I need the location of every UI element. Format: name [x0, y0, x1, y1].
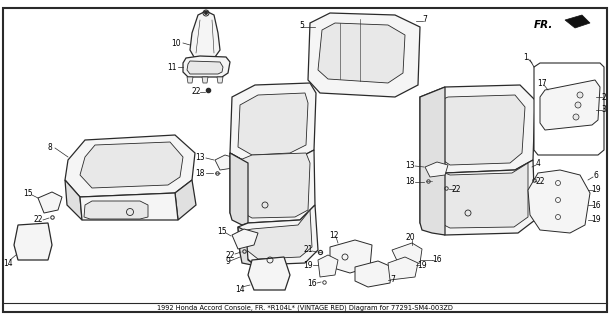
Polygon shape [232, 229, 258, 249]
Polygon shape [420, 87, 445, 235]
Polygon shape [388, 257, 418, 280]
Text: 15: 15 [217, 227, 227, 236]
Polygon shape [330, 240, 372, 273]
Text: 22: 22 [225, 251, 235, 260]
Text: 18: 18 [195, 169, 205, 178]
Text: 22: 22 [192, 87, 201, 97]
Polygon shape [183, 56, 230, 77]
Polygon shape [230, 153, 248, 225]
Polygon shape [65, 180, 82, 220]
Text: 19: 19 [591, 186, 601, 195]
Polygon shape [175, 180, 196, 220]
Text: 10: 10 [171, 38, 181, 47]
Polygon shape [248, 257, 290, 290]
Text: 19: 19 [591, 215, 601, 225]
Polygon shape [230, 83, 316, 163]
Text: 7: 7 [390, 276, 395, 284]
Polygon shape [202, 77, 208, 83]
Text: 1992 Honda Accord Console, FR. *R104L* (VINTAGE RED) Diagram for 77291-SM4-003ZD: 1992 Honda Accord Console, FR. *R104L* (… [157, 305, 453, 311]
Polygon shape [230, 150, 315, 223]
Polygon shape [238, 227, 255, 265]
Circle shape [577, 92, 583, 98]
Polygon shape [565, 15, 590, 28]
Polygon shape [38, 192, 62, 213]
Circle shape [205, 12, 207, 14]
Text: FR.: FR. [534, 20, 553, 30]
Text: 13: 13 [195, 153, 205, 162]
Text: 16: 16 [432, 255, 442, 265]
Polygon shape [238, 205, 318, 265]
Text: 22: 22 [535, 178, 545, 187]
Polygon shape [80, 142, 183, 188]
Text: 5: 5 [300, 20, 304, 29]
Text: 1: 1 [523, 52, 528, 61]
Polygon shape [534, 63, 604, 155]
Text: 20: 20 [405, 233, 415, 242]
Polygon shape [190, 11, 220, 57]
Polygon shape [420, 160, 535, 235]
Text: 13: 13 [405, 161, 415, 170]
Text: 4: 4 [536, 158, 540, 167]
Text: 22: 22 [451, 186, 461, 195]
Text: 12: 12 [329, 230, 339, 239]
Polygon shape [425, 162, 448, 177]
Polygon shape [318, 23, 405, 83]
Text: 15: 15 [23, 188, 33, 197]
Polygon shape [80, 193, 178, 220]
Polygon shape [528, 170, 590, 233]
Text: 6: 6 [594, 171, 598, 180]
Polygon shape [187, 77, 193, 83]
Polygon shape [215, 155, 235, 170]
Text: 18: 18 [405, 178, 415, 187]
Polygon shape [65, 135, 195, 197]
Polygon shape [238, 153, 310, 218]
Polygon shape [355, 261, 392, 287]
Text: 16: 16 [591, 201, 601, 210]
Text: 7: 7 [423, 15, 428, 25]
Text: 14: 14 [3, 259, 13, 268]
Text: 9: 9 [226, 257, 231, 266]
Polygon shape [242, 210, 312, 259]
Text: 16: 16 [307, 278, 317, 287]
Circle shape [575, 102, 581, 108]
Text: 21: 21 [303, 245, 313, 254]
Text: 17: 17 [537, 78, 547, 87]
Polygon shape [187, 61, 223, 74]
Polygon shape [392, 243, 422, 267]
Polygon shape [217, 77, 223, 83]
Polygon shape [430, 163, 528, 228]
Polygon shape [238, 93, 308, 155]
Text: 3: 3 [601, 106, 606, 115]
Text: 19: 19 [303, 260, 313, 269]
Text: 22: 22 [34, 215, 43, 225]
Polygon shape [84, 201, 148, 219]
Circle shape [573, 114, 579, 120]
Polygon shape [540, 80, 600, 130]
Polygon shape [430, 95, 525, 165]
Text: 19: 19 [417, 260, 427, 269]
Text: 2: 2 [601, 92, 606, 101]
Polygon shape [14, 223, 52, 260]
Text: 14: 14 [235, 285, 245, 294]
Polygon shape [308, 13, 420, 97]
Text: 11: 11 [167, 62, 177, 71]
Polygon shape [420, 85, 535, 173]
Polygon shape [318, 255, 338, 277]
Text: 8: 8 [48, 143, 52, 153]
